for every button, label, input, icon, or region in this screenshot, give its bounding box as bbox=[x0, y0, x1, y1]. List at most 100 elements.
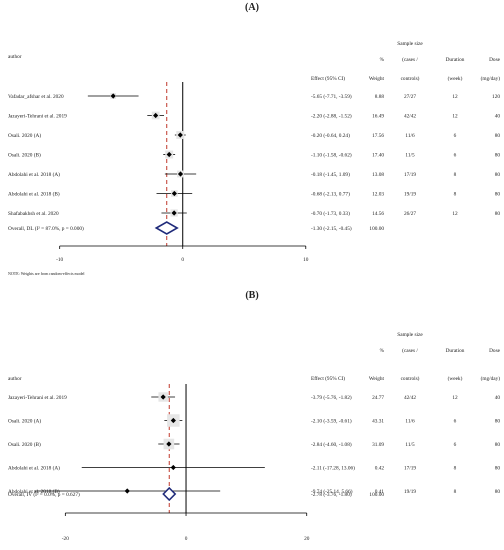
dose-header-line2: (mg/day) bbox=[481, 75, 501, 82]
duration-header-line1: Duration bbox=[446, 348, 465, 354]
effect-ci-value: -2.20 (-2.88, -1.52) bbox=[311, 113, 352, 120]
weight-header: Weight bbox=[369, 76, 385, 82]
duration-value: 8 bbox=[454, 489, 457, 495]
overall-weight-value: 100.00 bbox=[369, 226, 384, 232]
point-estimate-marker bbox=[160, 394, 166, 400]
weight-value: 14.56 bbox=[372, 211, 384, 217]
x-tick-label: 20 bbox=[304, 536, 310, 542]
sample-size-value: 11/5 bbox=[405, 442, 415, 448]
sample-header-line1: (cases / bbox=[402, 347, 418, 354]
duration-value: 12 bbox=[452, 211, 458, 217]
overall-label: Overall, IV (I² = 0.0%, p = 0.627) bbox=[8, 491, 80, 498]
dose-value: 80 bbox=[495, 172, 501, 178]
dose-header-line2: (mg/day) bbox=[481, 375, 501, 382]
duration-value: 8 bbox=[454, 466, 457, 472]
sample-size-value: 26/27 bbox=[404, 211, 416, 217]
duration-value: 6 bbox=[454, 419, 457, 425]
study-author-label: Abdolahi et al. 2018 (B) bbox=[8, 488, 60, 495]
point-estimate-marker bbox=[166, 441, 172, 447]
sample-size-value: 11/6 bbox=[405, 419, 415, 425]
dose-value: 80 bbox=[495, 489, 501, 495]
study-author-label: Jazayeri-Tehrani et al. 2019 bbox=[8, 114, 67, 120]
effect-ci-value: -1.10 (-1.58, -0.62) bbox=[311, 152, 352, 159]
weight-value: 43.31 bbox=[372, 419, 384, 425]
effect-ci-value: -2.10 (-3.59, -0.61) bbox=[311, 418, 352, 425]
sample-size-value: 17/19 bbox=[404, 172, 416, 178]
point-estimate-marker bbox=[124, 488, 130, 494]
sample-size-value: 17/19 bbox=[404, 466, 416, 472]
dose-value: 40 bbox=[495, 114, 501, 120]
duration-value: 12 bbox=[452, 114, 458, 120]
weight-value: 17.40 bbox=[372, 153, 384, 159]
point-estimate-marker bbox=[153, 112, 159, 119]
study-author-label: Osali. 2020 (B) bbox=[8, 152, 41, 159]
duration-header-line2: (week) bbox=[448, 75, 463, 82]
overall-effect-value: -1.30 (-2.15, -0.45) bbox=[311, 225, 352, 232]
x-tick-label: -10 bbox=[56, 257, 63, 263]
x-tick-label: 10 bbox=[303, 257, 309, 263]
effect-ci-value: -0.18 (-1.45, 1.09) bbox=[311, 171, 350, 178]
author-header: author bbox=[8, 54, 22, 60]
duration-header-line1: Duration bbox=[446, 57, 465, 63]
study-author-label: Abdolahi et al. 2018 (A) bbox=[8, 465, 60, 472]
sample-size-value: 19/19 bbox=[404, 489, 416, 495]
dose-value: 80 bbox=[495, 133, 501, 139]
weight-header-pct: % bbox=[380, 348, 385, 354]
point-estimate-marker bbox=[170, 464, 176, 471]
weight-value: 12.03 bbox=[372, 192, 384, 198]
point-estimate-marker bbox=[110, 93, 116, 99]
study-author-label: Osali. 2020 (B) bbox=[8, 441, 41, 448]
point-estimate-marker bbox=[170, 417, 176, 424]
sample-header-line2: controls) bbox=[401, 75, 420, 82]
study-author-label: Osali. 2020 (A) bbox=[8, 132, 41, 139]
x-tick-label: 0 bbox=[181, 257, 184, 263]
duration-value: 8 bbox=[454, 172, 457, 178]
sample-size-value: 42/42 bbox=[404, 114, 416, 120]
weight-value: 8.88 bbox=[375, 94, 385, 100]
study-author-label: Abdolahi et al. 2018 (B) bbox=[8, 191, 60, 198]
duration-value: 12 bbox=[452, 94, 458, 100]
effect-header: Effect (95% CI) bbox=[311, 375, 345, 382]
sample-header-line1: (cases / bbox=[402, 56, 418, 63]
point-estimate-marker bbox=[166, 151, 172, 158]
sample-size-value: 27/27 bbox=[404, 94, 416, 100]
x-tick-label: 0 bbox=[185, 536, 188, 542]
overall-diamond bbox=[154, 221, 179, 235]
dose-value: 80 bbox=[495, 442, 501, 448]
duration-value: 6 bbox=[454, 133, 457, 139]
dose-value: 80 bbox=[495, 192, 501, 198]
weight-value: 31.09 bbox=[372, 442, 384, 448]
dose-header-line1: Dose bbox=[489, 348, 501, 354]
footnote: NOTE: Weights are from random-effects mo… bbox=[8, 271, 85, 276]
point-estimate-marker bbox=[177, 132, 183, 138]
effect-ci-value: -9.74 (-25.14, 5.66) bbox=[311, 488, 353, 495]
dose-value: 80 bbox=[495, 153, 501, 159]
weight-header: Weight bbox=[369, 376, 385, 382]
effect-ci-value: -0.70 (-1.73, 0.33) bbox=[311, 210, 350, 217]
x-tick-label: -20 bbox=[62, 536, 69, 542]
overall-diamond bbox=[162, 486, 177, 502]
sample-header-line2: controls) bbox=[401, 375, 420, 382]
study-author-label: Osali. 2020 (A) bbox=[8, 418, 41, 425]
panel-title: (A) bbox=[245, 2, 259, 13]
weight-value: 13.08 bbox=[372, 172, 384, 178]
duration-value: 8 bbox=[454, 192, 457, 198]
sample-size-value: 42/42 bbox=[404, 395, 416, 401]
duration-value: 12 bbox=[452, 395, 458, 401]
duration-value: 6 bbox=[454, 153, 457, 159]
sample-size-value: 19/19 bbox=[404, 192, 416, 198]
weight-value: 17.56 bbox=[372, 133, 384, 139]
effect-header: Effect (95% CI) bbox=[311, 75, 345, 82]
overall-weight-value: 100.00 bbox=[369, 492, 384, 498]
weight-value: 0.42 bbox=[375, 466, 385, 472]
panel-title: (B) bbox=[245, 290, 258, 301]
overall-effect-value: -2.78 (-3.76, -1.80) bbox=[311, 491, 352, 498]
effect-ci-value: -2.84 (-4.60, -1.08) bbox=[311, 441, 352, 448]
sample-size-value: 11/5 bbox=[405, 153, 415, 159]
weight-value: 0.41 bbox=[375, 489, 385, 495]
study-author-label: Shafabakhsh et al. 2020 bbox=[8, 210, 59, 217]
duration-header-line2: (week) bbox=[448, 375, 463, 382]
dose-header-line1: Dose bbox=[489, 57, 501, 63]
effect-ci-value: -2.11 (-17.28, 13.06) bbox=[311, 465, 355, 472]
